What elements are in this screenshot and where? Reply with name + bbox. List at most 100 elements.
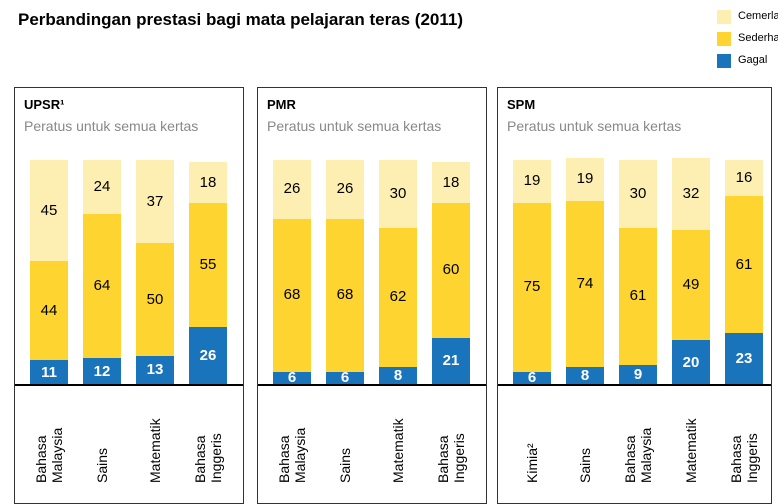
value-label: 75 xyxy=(523,278,541,296)
panel-title: UPSR¹ xyxy=(24,97,65,112)
panel-subtitle: Peratus untuk semua kertas xyxy=(24,118,199,134)
bar-segment xyxy=(619,364,657,385)
legend-swatch xyxy=(717,10,731,24)
bar-segment xyxy=(136,243,174,356)
bar-segment xyxy=(619,227,657,365)
value-label: 19 xyxy=(523,172,541,190)
bar-segment xyxy=(725,333,763,385)
bar-segment xyxy=(566,157,604,201)
bar-segment xyxy=(273,218,311,372)
chart-title: Perbandingan prestasi bagi mata pelajara… xyxy=(18,10,464,29)
value-label: 26 xyxy=(199,346,217,364)
category-label: Bahasa Malaysia xyxy=(276,427,308,483)
value-label: 24 xyxy=(93,178,111,195)
legend-text: Sederhana xyxy=(738,32,778,44)
value-label: 6 xyxy=(527,369,537,387)
value-label: 18 xyxy=(442,173,460,191)
category-label: Bahasa Inggeris xyxy=(435,433,467,483)
category-label: Bahasa Malaysia xyxy=(33,427,65,483)
bar-segment xyxy=(566,200,604,367)
bar-segment xyxy=(725,160,763,196)
bar-segment xyxy=(432,337,470,385)
value-label: 6 xyxy=(340,369,350,387)
panel-subtitle: Peratus untuk semua kertas xyxy=(267,118,442,134)
bar-segment xyxy=(326,160,364,219)
value-label: 68 xyxy=(336,286,354,303)
bar-segment xyxy=(83,358,121,385)
category-label: Matematik xyxy=(390,418,406,483)
bar-segment xyxy=(136,355,174,385)
bar-segment xyxy=(619,160,657,228)
legend-text: Cemerlang xyxy=(738,10,778,22)
bar-segment xyxy=(273,371,311,385)
value-label: 6 xyxy=(287,369,297,387)
category-label: Matematik xyxy=(683,418,699,483)
value-label: 37 xyxy=(146,192,164,210)
value-label: 49 xyxy=(682,275,700,293)
panel-title: SPM xyxy=(507,97,536,112)
bar-segment xyxy=(432,202,470,338)
value-label: 30 xyxy=(389,184,407,202)
legend-swatch xyxy=(717,32,731,46)
category-label: Kimia² xyxy=(524,443,540,483)
bar-segment xyxy=(513,160,551,203)
value-label: 26 xyxy=(283,180,301,198)
value-label: 74 xyxy=(576,274,594,292)
value-label: 16 xyxy=(735,169,753,186)
bar-segment xyxy=(672,157,710,230)
bar-segment xyxy=(379,367,417,385)
value-label: 21 xyxy=(442,352,460,370)
category-label: Bahasa Inggeris xyxy=(192,433,224,483)
bar-segment xyxy=(83,160,121,214)
value-label: 44 xyxy=(40,301,58,319)
bar-segment xyxy=(30,261,68,361)
bar-segment xyxy=(30,360,68,385)
value-label: 23 xyxy=(735,350,753,368)
bar-segment xyxy=(83,214,121,358)
bar-segment xyxy=(672,229,710,340)
panel-subtitle: Peratus untuk semua kertas xyxy=(507,118,682,134)
value-label: 45 xyxy=(40,201,58,219)
baseline xyxy=(258,384,486,386)
value-label: 19 xyxy=(576,170,594,188)
bar-segment xyxy=(136,160,174,244)
value-label: 8 xyxy=(580,367,590,384)
bar-segment xyxy=(326,371,364,385)
bar-segment xyxy=(379,160,417,228)
value-label: 11 xyxy=(41,363,57,381)
baseline xyxy=(15,384,243,386)
bar-segment xyxy=(326,218,364,372)
value-label: 68 xyxy=(283,286,301,303)
bar-segment xyxy=(189,202,227,327)
value-label: 61 xyxy=(629,287,647,305)
value-label: 32 xyxy=(682,184,700,202)
bar-segment xyxy=(189,326,227,385)
value-label: 8 xyxy=(393,367,403,384)
value-label: 13 xyxy=(146,361,164,379)
bar-segment xyxy=(379,227,417,367)
value-label: 18 xyxy=(199,173,217,191)
bar-segment xyxy=(672,340,710,385)
panel-title: PMR xyxy=(267,97,296,112)
bar-segment xyxy=(273,160,311,219)
bar-segment xyxy=(725,196,763,334)
bar-segment xyxy=(189,162,227,203)
category-label: Sains xyxy=(94,447,110,483)
value-label: 50 xyxy=(146,290,164,308)
category-label: Sains xyxy=(577,447,593,483)
bar-segment xyxy=(513,202,551,372)
category-label: Matematik xyxy=(147,418,163,483)
category-label: Bahasa Inggeris xyxy=(728,433,760,483)
bar-segment xyxy=(30,160,68,262)
value-label: 61 xyxy=(735,255,753,273)
value-label: 64 xyxy=(93,277,111,294)
bar-segment xyxy=(513,371,551,385)
bar-segment xyxy=(566,367,604,385)
value-label: 12 xyxy=(93,362,111,380)
category-label: Bahasa Malaysia xyxy=(622,427,654,483)
value-label: 55 xyxy=(199,255,217,273)
value-label: 20 xyxy=(682,353,700,371)
legend-text: Gagal xyxy=(738,54,768,66)
value-label: 62 xyxy=(389,288,407,306)
